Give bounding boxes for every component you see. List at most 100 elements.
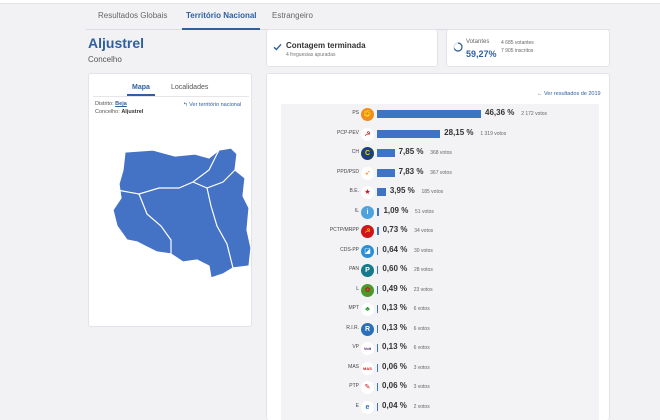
tab-localities[interactable]: Localidades [171, 84, 209, 91]
check-icon [273, 43, 282, 51]
council-map[interactable] [113, 148, 253, 283]
vote-count: 1 319 votos [480, 130, 507, 137]
national-territory-link[interactable]: ↰ Ver território nacional [183, 102, 241, 108]
vote-share-bar [377, 207, 380, 216]
vote-count: 2 votos [413, 403, 430, 410]
tab-global-results[interactable]: Resultados Globais [98, 11, 168, 20]
district-link[interactable]: Beja [115, 101, 127, 107]
result-row[interactable]: PS ✊ 46,36 % 2 172 votos [281, 107, 599, 121]
vote-count: 6 votos [413, 345, 430, 351]
previous-results-link-label: Ver resultados de 2019 [544, 91, 601, 97]
vote-percent: 0,06 % [382, 361, 407, 371]
vote-percent: 0,13 % [382, 303, 407, 312]
party-name: VP [352, 344, 359, 350]
tab-map[interactable]: Mapa [132, 84, 150, 91]
vote-share-bar [377, 383, 378, 391]
result-row[interactable]: CDS-PP ◪ 0,64 % 30 votos [281, 244, 599, 258]
vote-count: 368 votos [430, 150, 452, 156]
party-name: IL [354, 207, 359, 214]
party-logo-icon: R [361, 322, 374, 336]
party-name: PCTP/MRPP [329, 227, 359, 233]
result-row[interactable]: R.I.R. R 0,13 % 6 votos [281, 322, 599, 336]
vote-count: 185 votos [421, 189, 444, 195]
vote-percent: 1,09 % [383, 205, 409, 215]
party-logo-icon: ☭ [361, 225, 374, 238]
result-row[interactable]: MAS MAS 0,06 % 3 votos [281, 361, 599, 375]
vote-count: 6 votos [413, 325, 430, 332]
vote-share-bar [377, 324, 378, 333]
vote-share-bar [377, 344, 378, 352]
party-logo-icon: C [361, 147, 374, 160]
active-tab-indicator [182, 28, 260, 30]
result-row[interactable]: L ✿ 0,49 % 23 votos [281, 283, 599, 297]
party-name: PPD/PSD [337, 168, 359, 175]
vote-percent: 0,73 % [382, 225, 408, 234]
registered-count: 7 905 inscritos [501, 48, 534, 54]
council-label: Concelho: [95, 109, 120, 115]
vote-count: 2 172 votos [521, 111, 548, 117]
party-logo-icon: ✎ [361, 381, 374, 394]
result-row[interactable]: PCTP/MRPP ☭ 0,73 % 34 votos [281, 224, 599, 238]
result-row[interactable]: PAN P 0,60 % 28 votos [281, 263, 599, 277]
result-row[interactable]: CH C 7,85 % 368 votos [281, 146, 599, 160]
district-info: Distrito: Beja [95, 101, 127, 107]
turnout-percent: 59,27% [466, 49, 497, 59]
vote-count: 23 votos [413, 286, 433, 293]
vote-share-bar [377, 363, 378, 372]
count-status-card: Contagem terminada 4 freguesias apuradas [266, 29, 438, 67]
party-logo-icon: i [361, 205, 374, 219]
vote-count: 34 votos [414, 228, 434, 234]
party-logo-icon: Volt [361, 342, 374, 355]
vote-count: 30 votos [414, 247, 433, 254]
vote-count: 367 votos [430, 169, 452, 176]
council-map-shape[interactable] [113, 148, 252, 279]
district-label: Distrito: [95, 101, 114, 107]
previous-results-link[interactable]: ← Ver resultados de 2019 [537, 91, 601, 97]
result-row[interactable]: B.E. ★ 3,95 % 185 votos [281, 185, 599, 199]
results-panel: ← Ver resultados de 2019 PS ✊ 46,36 % 2 172… [266, 73, 610, 420]
party-name: PCP-PEV [337, 129, 359, 136]
result-row[interactable]: IL i 1,09 % 51 votos [281, 205, 599, 219]
tab-abroad[interactable]: Estrangeiro [272, 11, 313, 20]
result-row[interactable]: PTP ✎ 0,06 % 3 votos [281, 380, 599, 394]
party-logo-icon: ☭ [361, 127, 374, 141]
progress-ring-icon [453, 42, 463, 52]
party-logo-icon: P [361, 264, 374, 277]
result-row[interactable]: MPT ♣ 0,13 % 6 votos [281, 302, 599, 316]
party-logo-icon: MAS [361, 361, 374, 375]
count-status-subtitle: 4 freguesias apuradas [286, 52, 336, 58]
arrow-left-icon: ← [537, 91, 543, 97]
page-title: Aljustrel [88, 35, 145, 51]
party-logo-icon: ✿ [361, 283, 374, 297]
national-territory-link-label: Ver território nacional [189, 102, 242, 108]
vote-percent: 46,36 % [485, 108, 515, 117]
vote-share-bar [377, 149, 395, 157]
vote-share-bar [377, 285, 379, 294]
party-logo-icon: e [361, 400, 374, 414]
map-tab-indicator [127, 94, 155, 96]
top-bar [0, 0, 660, 4]
party-name: CDS-PP [340, 246, 359, 253]
count-status-title: Contagem terminada [286, 41, 366, 50]
result-row[interactable]: PCP-PEV ☭ 28,15 % 1 319 votos [281, 127, 599, 141]
party-name: L [356, 285, 359, 292]
vote-percent: 0,13 % [382, 322, 407, 332]
party-name: R.I.R. [346, 324, 359, 331]
vote-percent: 0,60 % [382, 264, 408, 273]
council-value: Aljustrel [121, 109, 144, 115]
map-panel: Mapa Localidades Distrito: Beja Concelho… [88, 73, 252, 327]
vote-share-bar [377, 246, 379, 255]
vote-percent: 0,06 % [382, 381, 407, 390]
result-row[interactable]: PPD/PSD ➶ 7,83 % 367 votos [281, 166, 599, 180]
vote-percent: 0,64 % [382, 244, 408, 254]
vote-share-bar [377, 168, 395, 177]
vote-percent: 0,49 % [382, 283, 407, 293]
vote-count: 3 votos [413, 364, 430, 371]
vote-share-bar [377, 110, 481, 118]
party-logo-icon: ✊ [361, 108, 374, 121]
parish-border [192, 169, 236, 189]
tab-national-territory[interactable]: Território Nacional [186, 11, 257, 20]
vote-percent: 28,15 % [444, 127, 474, 137]
result-row[interactable]: VP Volt 0,13 % 6 votos [281, 341, 599, 355]
